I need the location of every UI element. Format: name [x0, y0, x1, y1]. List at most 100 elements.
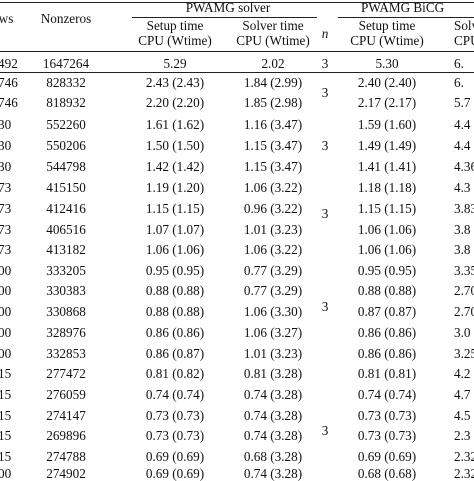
solver-time-sub-header: CPU (Wtime) — [236, 33, 310, 48]
cell-solver2: 4.3 — [454, 180, 471, 195]
cell-n: 3 — [321, 423, 329, 438]
cell-rows: 73 — [0, 201, 12, 216]
cell-rows: 00 — [0, 346, 12, 361]
cell-solver2: 4.5 — [454, 408, 471, 423]
cell-rows: 73 — [0, 180, 12, 195]
cell-setup2: 0.69 (0.69) — [357, 449, 417, 464]
cell-rows: 15 — [0, 387, 12, 402]
solver-time-2-header: Solver — [454, 18, 474, 33]
cell-n: 3 — [321, 138, 329, 153]
solver-time-header: Solver time — [242, 18, 304, 33]
cell-nonzeros: 330868 — [46, 304, 86, 319]
cell-nonzeros: 333205 — [46, 263, 86, 278]
cell-rows: 30 — [0, 159, 12, 174]
cell-solver2: 2.3 — [454, 428, 471, 443]
cell-rows: 30 — [0, 117, 12, 132]
cell-rows: 00 — [0, 325, 12, 340]
cell-setup: 1.19 (1.20) — [145, 180, 205, 195]
cell-setup2: 1.06 (1.06) — [357, 222, 417, 237]
cell-n: 3 — [321, 206, 329, 221]
cell-solver2: 3.25 — [454, 346, 474, 361]
cell-solver: 1.01 (3.23) — [243, 346, 303, 361]
cell-setup: 0.88 (0.88) — [145, 304, 205, 319]
cell-setup: 0.88 (0.88) — [145, 283, 205, 298]
cell-setup2: 5.30 — [375, 56, 399, 71]
cell-nonzeros: 1647264 — [42, 56, 90, 71]
cell-solver: 1.15 (3.47) — [243, 138, 303, 153]
cell-solver2: 3.83 — [454, 201, 474, 216]
cell-solver: 1.15 (3.47) — [243, 159, 303, 174]
cell-setup2: 1.49 (1.49) — [357, 138, 417, 153]
cell-solver: 1.84 (2.99) — [243, 75, 303, 90]
cell-setup: 2.43 (2.43) — [145, 75, 205, 90]
cell-rows: 746 — [0, 95, 18, 110]
cell-setup2: 1.41 (1.41) — [357, 159, 417, 174]
group1-underline — [132, 17, 317, 18]
cell-setup: 0.74 (0.74) — [145, 387, 205, 402]
cell-nonzeros: 276059 — [46, 387, 86, 402]
cell-solver: 0.74 (3.28) — [243, 428, 303, 443]
cell-setup: 0.81 (0.82) — [145, 366, 205, 381]
cell-setup2: 0.88 (0.88) — [357, 283, 417, 298]
cell-rows: 746 — [0, 75, 18, 90]
cell-setup2: 2.17 (2.17) — [357, 95, 417, 110]
cell-solver2: 2.70 — [454, 283, 474, 298]
cell-setup2: 1.06 (1.06) — [357, 242, 417, 257]
cell-nonzeros: 274147 — [46, 408, 86, 423]
cell-setup: 1.42 (1.42) — [145, 159, 205, 174]
cell-solver2: 2.32 — [454, 449, 474, 464]
cell-solver2: 3.8 — [454, 222, 471, 237]
cell-setup: 1.06 (1.06) — [145, 242, 205, 257]
cell-solver2: 2.70 — [454, 304, 474, 319]
cell-solver: 1.01 (3.23) — [243, 222, 303, 237]
cell-solver2: 3.35 — [454, 263, 474, 278]
cell-solver2: 4.4 — [454, 117, 471, 132]
cell-rows: 73 — [0, 222, 12, 237]
cell-setup: 1.15 (1.15) — [145, 201, 205, 216]
cell-setup2: 0.73 (0.73) — [357, 428, 417, 443]
cell-solver: 1.85 (2.98) — [243, 95, 303, 110]
cell-solver2: 6. — [454, 75, 464, 90]
cell-nonzeros: 332853 — [46, 346, 86, 361]
cell-setup2: 0.87 (0.87) — [357, 304, 417, 319]
cell-solver: 1.06 (3.22) — [243, 242, 303, 257]
setup-time-sub-header: CPU (Wtime) — [138, 33, 212, 48]
cell-nonzeros: 818932 — [46, 95, 86, 110]
cell-solver: 0.74 (3.28) — [243, 387, 303, 402]
group2-underline — [338, 17, 474, 18]
cell-setup: 1.61 (1.62) — [145, 117, 205, 132]
cell-solver: 0.68 (3.28) — [243, 449, 303, 464]
cell-setup: 0.95 (0.95) — [145, 263, 205, 278]
cell-solver2: 3.8 — [454, 242, 471, 257]
cell-setup2: 1.59 (1.60) — [357, 117, 417, 132]
nonzeros-header: Nonzeros — [40, 11, 92, 26]
cell-setup: 0.86 (0.87) — [145, 346, 205, 361]
cell-nonzeros: 274788 — [46, 449, 86, 464]
solver-time-2-sub-header: CPU — [454, 33, 474, 48]
pwamg-bicg-group-header: PWAMG BiCG — [361, 0, 445, 15]
cell-setup: 0.86 (0.86) — [145, 325, 205, 340]
cell-solver2: 4.7 — [454, 387, 471, 402]
cell-setup2: 0.86 (0.86) — [357, 325, 417, 340]
cell-setup: 5.29 — [163, 56, 187, 71]
cell-nonzeros: 415150 — [46, 180, 86, 195]
cell-nonzeros: 330383 — [46, 283, 86, 298]
n-header: n — [321, 26, 329, 41]
cell-solver2: 6. — [454, 56, 464, 71]
first-row-rule — [0, 72, 474, 73]
cell-solver: 0.77 (3.29) — [243, 283, 303, 298]
cell-setup: 2.20 (2.20) — [145, 95, 205, 110]
cell-nonzeros: 328976 — [46, 325, 86, 340]
cell-nonzeros: 269896 — [46, 428, 86, 443]
cell-rows: 15 — [0, 408, 12, 423]
cell-setup2: 0.86 (0.86) — [357, 346, 417, 361]
cell-solver: 2.02 — [261, 56, 285, 71]
cell-solver2: 3.0 — [454, 325, 471, 340]
setup-time-2-header: Setup time — [358, 18, 416, 33]
cell-rows: 30 — [0, 138, 12, 153]
cell-setup2: 1.18 (1.18) — [357, 180, 417, 195]
cell-rows: 15 — [0, 366, 12, 381]
rows-header: ws — [0, 11, 14, 26]
cell-solver: 0.77 (3.29) — [243, 263, 303, 278]
cell-rows: 00 — [0, 283, 12, 298]
